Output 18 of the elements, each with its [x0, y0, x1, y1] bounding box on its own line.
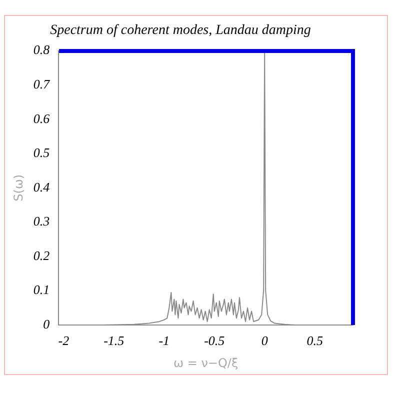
y-tick-label: 0.1 — [33, 282, 50, 298]
y-tick-label: 0 — [43, 316, 50, 332]
y-tick-label: 0.6 — [33, 110, 50, 126]
x-tick-label: -0.5 — [204, 333, 226, 348]
y-tick-label: 0.8 — [33, 42, 50, 58]
x-axis-title: ω = ν−Q/ξ — [173, 356, 238, 370]
y-tick-label: 0.2 — [33, 248, 50, 263]
y-tick-label: 0.7 — [33, 76, 50, 92]
y-tick-label: 0.5 — [33, 145, 50, 160]
y-tick-label: 0.4 — [33, 179, 50, 194]
x-tick-label: 0.5 — [306, 333, 324, 348]
y-axis-title: S(ω) — [11, 174, 26, 202]
x-tick-label: -1 — [158, 333, 170, 348]
x-tick-label: -2 — [58, 333, 70, 348]
x-tick-label: -1.5 — [104, 333, 125, 348]
x-tick-label: 0 — [261, 333, 268, 348]
y-tick-label: 0.3 — [33, 214, 50, 229]
chart-title: Spectrum of coherent modes, Landau damping — [50, 23, 311, 38]
